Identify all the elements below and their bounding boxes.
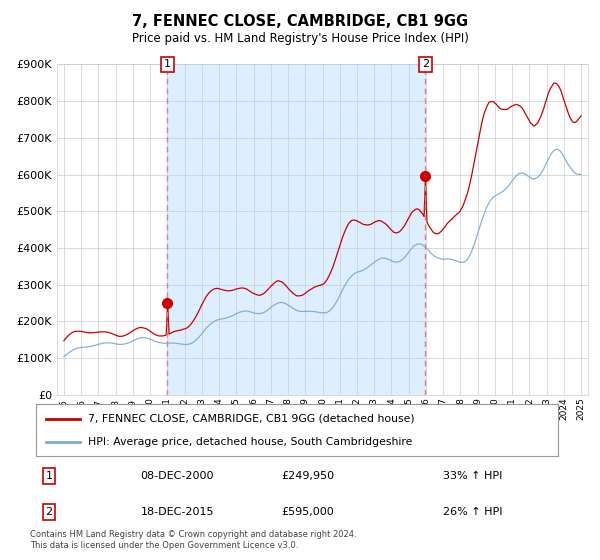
Text: 2: 2 xyxy=(422,59,429,69)
Bar xyxy=(167,64,425,395)
Text: 1: 1 xyxy=(46,471,53,481)
Text: Contains HM Land Registry data © Crown copyright and database right 2024.: Contains HM Land Registry data © Crown c… xyxy=(30,530,356,539)
Text: £595,000: £595,000 xyxy=(281,507,334,517)
Text: 2: 2 xyxy=(46,507,53,517)
Text: Price paid vs. HM Land Registry's House Price Index (HPI): Price paid vs. HM Land Registry's House … xyxy=(131,32,469,45)
Text: 18-DEC-2015: 18-DEC-2015 xyxy=(140,507,214,517)
Text: 33% ↑ HPI: 33% ↑ HPI xyxy=(443,471,503,481)
Text: This data is licensed under the Open Government Licence v3.0.: This data is licensed under the Open Gov… xyxy=(30,541,298,550)
Text: 08-DEC-2000: 08-DEC-2000 xyxy=(140,471,214,481)
Text: HPI: Average price, detached house, South Cambridgeshire: HPI: Average price, detached house, Sout… xyxy=(88,437,413,447)
Text: 1: 1 xyxy=(164,59,171,69)
Text: £249,950: £249,950 xyxy=(281,471,334,481)
Text: 26% ↑ HPI: 26% ↑ HPI xyxy=(443,507,503,517)
Text: 7, FENNEC CLOSE, CAMBRIDGE, CB1 9GG (detached house): 7, FENNEC CLOSE, CAMBRIDGE, CB1 9GG (det… xyxy=(88,414,415,424)
Text: 7, FENNEC CLOSE, CAMBRIDGE, CB1 9GG: 7, FENNEC CLOSE, CAMBRIDGE, CB1 9GG xyxy=(132,14,468,29)
